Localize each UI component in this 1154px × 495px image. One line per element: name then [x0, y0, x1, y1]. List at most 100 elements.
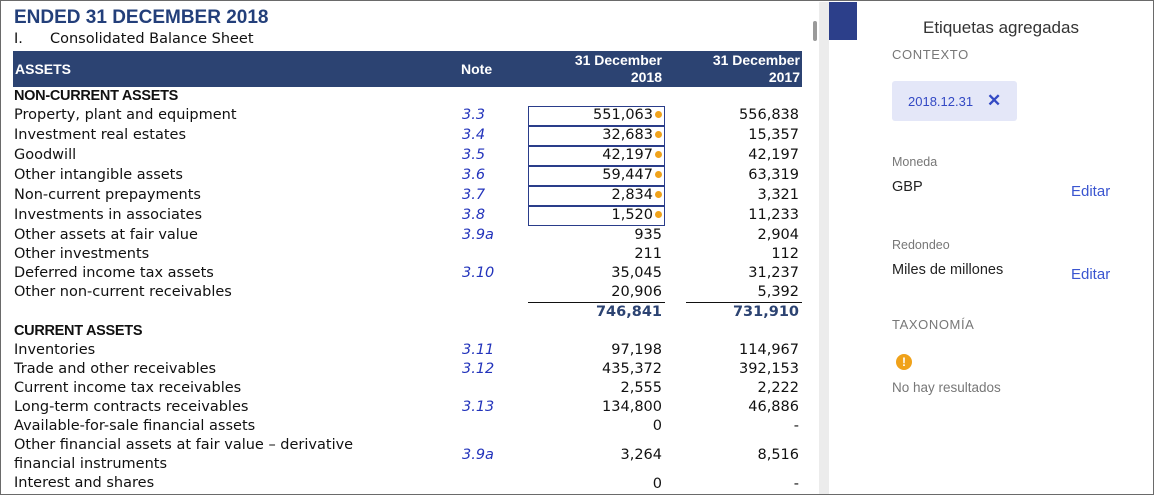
note-link[interactable]: 3.5: [462, 147, 486, 163]
header-col-2018: 31 December 2018: [574, 52, 662, 85]
table-row: Available-for-sale financial assets 0 -: [14, 417, 802, 436]
table-row: Trade and other receivables 3.12 435,372…: [14, 360, 802, 379]
tagged-cell[interactable]: [528, 146, 665, 166]
value-2018[interactable]: 935: [634, 227, 662, 243]
tagged-cell[interactable]: [528, 106, 665, 126]
header-note: Note: [461, 61, 493, 77]
close-icon[interactable]: ✕: [987, 91, 1002, 110]
tag-dot-icon: [655, 191, 662, 198]
table-row: Inventories 3.11 97,198 114,967: [14, 341, 802, 360]
document-scrollbar[interactable]: [813, 21, 817, 41]
value-2018[interactable]: 32,683: [602, 126, 662, 145]
tag-dot-icon: [655, 171, 662, 178]
tagged-cell[interactable]: [528, 206, 665, 226]
note-link[interactable]: 3.9a: [462, 227, 494, 243]
tag-dot-icon: [655, 151, 662, 158]
value-2017: 46,886: [748, 399, 799, 415]
note-link[interactable]: 3.6: [462, 167, 486, 183]
table-row: Interest and shares 0 -: [14, 474, 802, 493]
value-2017: 112: [771, 246, 799, 262]
section-heading-current: CURRENT ASSETS: [14, 323, 143, 339]
document-title: ENDED 31 DECEMBER 2018: [14, 7, 269, 28]
value-2018[interactable]: 42,197: [602, 146, 662, 165]
value-2018[interactable]: 20,906: [611, 284, 662, 300]
table-row: Other investments 211 112: [14, 245, 802, 264]
value-2018[interactable]: 1,520: [611, 206, 662, 225]
no-results-text: No hay resultados: [892, 380, 1001, 395]
table-row: Non-current prepayments 3.7 2,834 3,321: [14, 186, 802, 205]
currency-label: Moneda: [892, 155, 938, 169]
subtitle-text: Consolidated Balance Sheet: [50, 31, 254, 47]
tagged-cell[interactable]: [528, 166, 665, 186]
context-chip[interactable]: 2018.12.31 ✕: [892, 81, 1017, 121]
tags-panel: Etiquetas agregadas CONTEXTO 2018.12.31 …: [829, 2, 1153, 494]
value-2018[interactable]: 0: [652, 418, 662, 434]
panel-title: Etiquetas agregadas: [923, 18, 1079, 37]
document-viewer: ENDED 31 DECEMBER 2018 I. Consolidated Ba…: [2, 2, 810, 494]
value-2018[interactable]: 435,372: [602, 361, 662, 377]
note-link[interactable]: 3.13: [462, 399, 495, 415]
value-2017: 556,838: [739, 107, 799, 123]
total-rule: [686, 302, 802, 303]
value-2017: 31,237: [748, 265, 799, 281]
value-2018[interactable]: 59,447: [602, 166, 662, 185]
table-row: Other assets at fair value 3.9a 935 2,90…: [14, 226, 802, 245]
document-subtitle: I. Consolidated Balance Sheet: [14, 31, 254, 47]
tag-dot-icon: [655, 111, 662, 118]
value-2018[interactable]: 97,198: [611, 342, 662, 358]
table-row: Other financial assets at fair value – d…: [14, 436, 802, 474]
table-row: Current income tax receivables 2,555 2,2…: [14, 379, 802, 398]
table-row: Investment real estates 3.4 32,683 15,35…: [14, 126, 802, 145]
value-2017: 63,319: [748, 167, 799, 183]
panel-accent-bar: [829, 2, 857, 40]
table-row: Other non-current receivables 20,906 5,3…: [14, 283, 802, 302]
edit-rounding-button[interactable]: Editar: [1071, 266, 1111, 283]
row-label: Non-current prepayments: [14, 187, 201, 203]
total-2018[interactable]: 746,841: [595, 304, 662, 320]
value-2018[interactable]: 134,800: [602, 399, 662, 415]
table-row: Deferred income tax assets 3.10 35,045 3…: [14, 264, 802, 283]
edit-currency-button[interactable]: Editar: [1071, 183, 1111, 200]
value-2018[interactable]: 35,045: [611, 265, 662, 281]
table-row: Other intangible assets 3.6 59,447 63,31…: [14, 166, 802, 185]
row-label: Other assets at fair value: [14, 227, 198, 243]
rounding-label: Redondeo: [892, 238, 950, 252]
total-2017: 731,910: [732, 304, 799, 320]
tag-dot-icon: [655, 131, 662, 138]
tagged-cell[interactable]: [528, 186, 665, 206]
tagged-cell[interactable]: [528, 126, 665, 146]
value-2018[interactable]: 2,834: [611, 186, 662, 205]
value-2017: 42,197: [748, 147, 799, 163]
row-label: Interest and shares: [14, 475, 155, 491]
value-2018[interactable]: 2,555: [620, 380, 662, 396]
note-link[interactable]: 3.11: [462, 342, 495, 358]
row-label: Current income tax receivables: [14, 380, 242, 396]
note-link[interactable]: 3.8: [462, 207, 486, 223]
note-link[interactable]: 3.3: [462, 107, 486, 123]
row-label: Other financial assets at fair value – d…: [14, 437, 354, 453]
value-2017: -: [793, 418, 799, 434]
total-row: 746,841 731,910: [14, 303, 802, 322]
note-link[interactable]: 3.9a: [462, 447, 494, 463]
note-link[interactable]: 3.7: [462, 187, 486, 203]
value-2017: 11,233: [748, 207, 799, 223]
value-2017: 15,357: [748, 127, 799, 143]
value-2018[interactable]: 211: [634, 246, 662, 262]
value-2017: 8,516: [757, 447, 799, 463]
row-label: Other intangible assets: [14, 167, 183, 183]
value-2017: 2,222: [757, 380, 799, 396]
row-label: Other non-current receivables: [14, 284, 232, 300]
value-2018[interactable]: 551,063: [593, 106, 662, 125]
value-2018[interactable]: 3,264: [620, 447, 662, 463]
value-2018[interactable]: 0: [652, 476, 662, 492]
note-link[interactable]: 3.4: [462, 127, 486, 143]
currency-value: GBP: [892, 179, 923, 195]
note-link[interactable]: 3.10: [462, 265, 495, 281]
row-label: Goodwill: [14, 147, 77, 163]
row-label: Investment real estates: [14, 127, 187, 143]
note-link[interactable]: 3.12: [462, 361, 495, 377]
tag-dot-icon: [655, 211, 662, 218]
value-2017: 5,392: [757, 284, 799, 300]
row-label-continued: financial instruments: [14, 456, 168, 472]
header-assets: ASSETS: [15, 61, 72, 77]
